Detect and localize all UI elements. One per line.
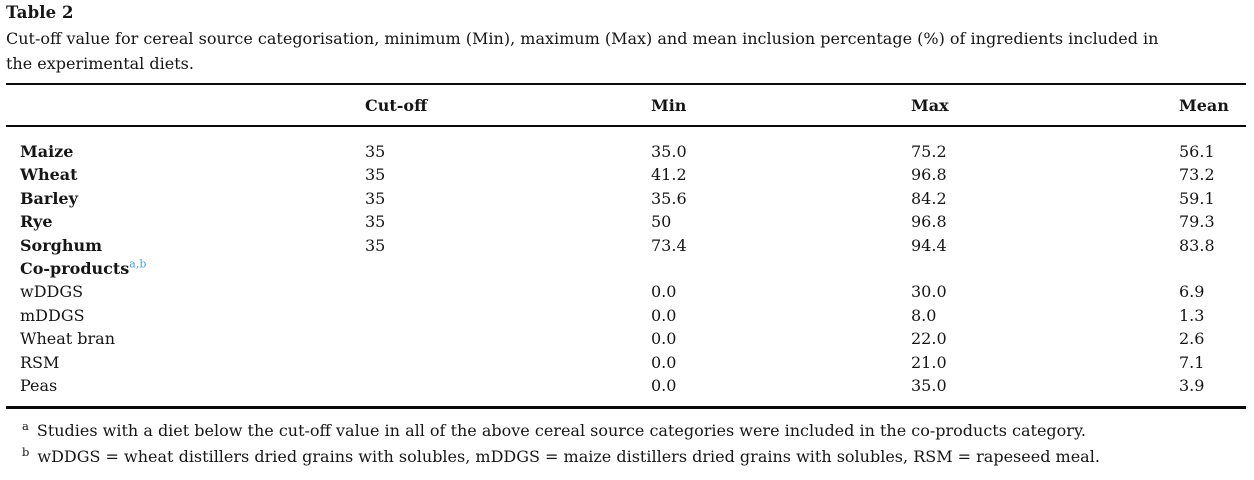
table-row: Peas 0.0 35.0 3.9 [6,374,1246,408]
cell [365,351,651,374]
cell: 56.1 [1179,142,1215,161]
table-row: Co-productsa,b [6,257,1246,280]
header-row: Cut-off Min Max Mean [6,84,1246,127]
cell [651,257,911,280]
cell: 83.8 [1179,235,1215,255]
col-header-mean: Mean [1179,84,1246,127]
cell: 35 [365,235,386,255]
cell: 35 [365,142,386,161]
cell: 35.0 [911,376,947,396]
col-header-max: Max [911,84,1179,127]
table-caption: Cut-off value for cereal source categori… [6,27,1246,76]
table-row: Wheat bran 0.0 22.0 2.6 [6,327,1246,350]
footnote-a: a Studies with a diet below the cut-off v… [22,418,1246,444]
cell: 96.8 [911,165,947,185]
footnote-b: b wDDGS = wheat distillers dried grains w… [22,444,1246,470]
cell: 35 [365,165,386,185]
table-row: Rye 35 50 96.8 79.3 [6,210,1246,233]
row-label: Sorghum [20,235,103,255]
cell: 73.4 [651,235,687,255]
cell: 1.3 [1179,305,1205,325]
cell: 3.9 [1179,376,1205,396]
data-table: Cut-off Min Max Mean Maize 35 35.0 75.2 56.1… [6,83,1246,410]
row-label: Barley [20,188,78,208]
row-label: RSM [20,352,60,372]
cell [365,280,651,303]
footnote-a-text: Studies with a diet below the cut-off va… [36,421,1086,441]
table-row: RSM 0.0 21.0 7.1 [6,351,1246,374]
cell: 7.1 [1179,352,1205,372]
cell: 35.6 [651,188,687,208]
cell [365,327,651,350]
cell: 2.6 [1179,329,1205,349]
cell: 41.2 [651,165,687,185]
col-header-cutoff: Cut-off [365,84,651,127]
cell: 84.2 [911,188,947,208]
caption-line-2: the experimental diets. [6,53,194,73]
cell: 30.0 [911,282,947,302]
cell: 79.3 [1179,212,1215,232]
row-label: Peas [20,376,58,396]
cell [365,304,651,327]
footnote-b-marker: b [22,445,30,460]
cell: 35 [365,212,386,232]
cell: 0.0 [651,282,677,302]
cell: 8.0 [911,305,937,325]
footnotes: a Studies with a diet below the cut-off v… [6,418,1246,470]
table-row: Wheat 35 41.2 96.8 73.2 [6,163,1246,186]
table-title: Table 2 [6,3,74,22]
cell: 0.0 [651,352,677,372]
cell: 0.0 [651,305,677,325]
cell: 96.8 [911,212,947,232]
table-row: Barley 35 35.6 84.2 59.1 [6,187,1246,210]
table-row: Maize 35 35.0 75.2 56.1 [6,126,1246,163]
row-label: Wheat [20,165,78,185]
row-label: Rye [20,212,53,232]
row-label: Co-productsa,b [20,257,147,279]
cell: 73.2 [1179,165,1215,185]
row-label: Wheat bran [20,329,116,349]
cell: 6.9 [1179,282,1205,302]
cell [365,374,651,408]
table-row: Sorghum 35 73.4 94.4 83.8 [6,234,1246,257]
cell: 35.0 [651,142,687,161]
footnote-b-text: wDDGS = wheat distillers dried grains wi… [37,447,1100,467]
cell: 0.0 [651,376,677,396]
cell: 0.0 [651,329,677,349]
table-row: wDDGS 0.0 30.0 6.9 [6,280,1246,303]
table-row: mDDGS 0.0 8.0 1.3 [6,304,1246,327]
col-header-ingredient [6,84,365,127]
col-header-min: Min [651,84,911,127]
footnote-a-marker: a [22,419,29,434]
row-label: Maize [20,142,74,161]
cell: 59.1 [1179,188,1215,208]
cell: 21.0 [911,352,947,372]
cell [365,257,651,280]
cell: 35 [365,188,386,208]
cell: 22.0 [911,329,947,349]
cell: 50 [651,212,672,232]
cell: 75.2 [911,142,947,161]
caption-line-1: Cut-off value for cereal source categori… [6,29,1159,48]
row-label: mDDGS [20,305,85,325]
cell [1179,257,1246,280]
cell: 94.4 [911,235,947,255]
table-body: Maize 35 35.0 75.2 56.1 Wheat 35 41.2 96.8 73.2 Ba… [6,126,1246,408]
cell [911,257,1179,280]
row-label: wDDGS [20,282,84,302]
footnote-ref: a,b [129,257,147,271]
